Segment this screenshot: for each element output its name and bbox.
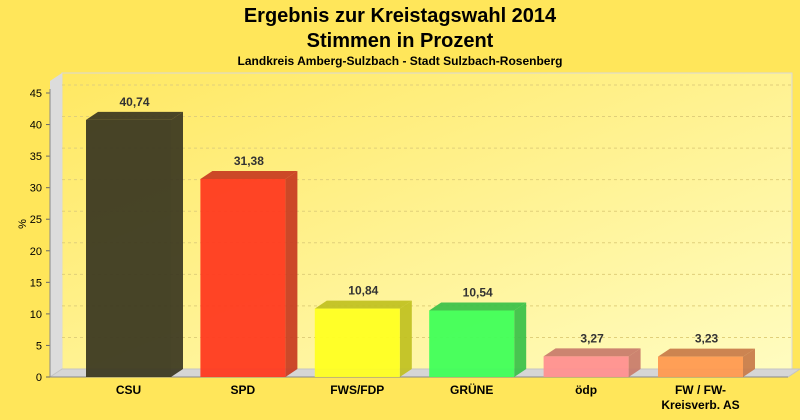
x-tick-label: FWS/FDP: [330, 383, 384, 397]
data-label: 10,84: [348, 284, 378, 298]
x-tick-label: CSU: [116, 383, 141, 397]
y-tick-label: 5: [36, 340, 42, 352]
bar-spd: [200, 178, 286, 377]
data-label: 3,23: [695, 332, 719, 346]
bar-top: [200, 170, 298, 179]
bar-top: [86, 111, 183, 120]
bar-fw-fw-: [658, 356, 743, 377]
bar-side: [743, 348, 755, 377]
y-tick-label: 25: [30, 214, 42, 226]
y-axis-label: %: [17, 219, 29, 229]
bar-csu: [86, 119, 171, 378]
y-tick-label: 35: [30, 151, 42, 163]
x-tick-label: FW / FW-: [675, 383, 726, 397]
chart-subtitle: Landkreis Amberg-Sulzbach - Stadt Sulzba…: [238, 54, 563, 68]
bar-top: [314, 300, 412, 309]
bar-fws-fdp: [314, 308, 400, 377]
y-tick-label: 45: [30, 88, 42, 100]
y-tick-label: 0: [36, 372, 42, 384]
data-label: 3,27: [580, 331, 604, 345]
x-tick-label: GRÜNE: [450, 382, 493, 397]
bar-side: [628, 348, 641, 377]
bar-ödp: [543, 356, 629, 377]
plot-back-wall: [61, 72, 793, 370]
bar-side: [171, 111, 183, 378]
chart-subtitle-main: Stimmen in Prozent: [307, 30, 494, 52]
bar-grüne: [429, 310, 515, 377]
x-tick-label: SPD: [231, 383, 256, 397]
y-tick-label: 30: [30, 183, 42, 195]
x-tick-label: Kreisverb. AS: [661, 398, 739, 412]
bar-side: [514, 302, 527, 377]
bar-side: [285, 170, 298, 377]
bar-side: [399, 300, 412, 377]
y-tick-label: 15: [30, 277, 42, 289]
y-tick-label: 40: [30, 120, 42, 132]
data-label: 40,74: [119, 95, 149, 109]
chart-title: Ergebnis zur Kreistagswahl 2014: [244, 5, 557, 27]
data-label: 10,54: [463, 285, 493, 299]
bar-top: [543, 348, 641, 357]
y-tick-label: 10: [30, 309, 42, 321]
y-tick-label: 20: [30, 246, 42, 258]
data-label: 31,38: [234, 154, 264, 168]
plot-left-wall: [50, 73, 62, 377]
bar-top: [429, 302, 527, 311]
bar-top: [658, 348, 755, 357]
x-tick-label: ödp: [575, 383, 597, 397]
